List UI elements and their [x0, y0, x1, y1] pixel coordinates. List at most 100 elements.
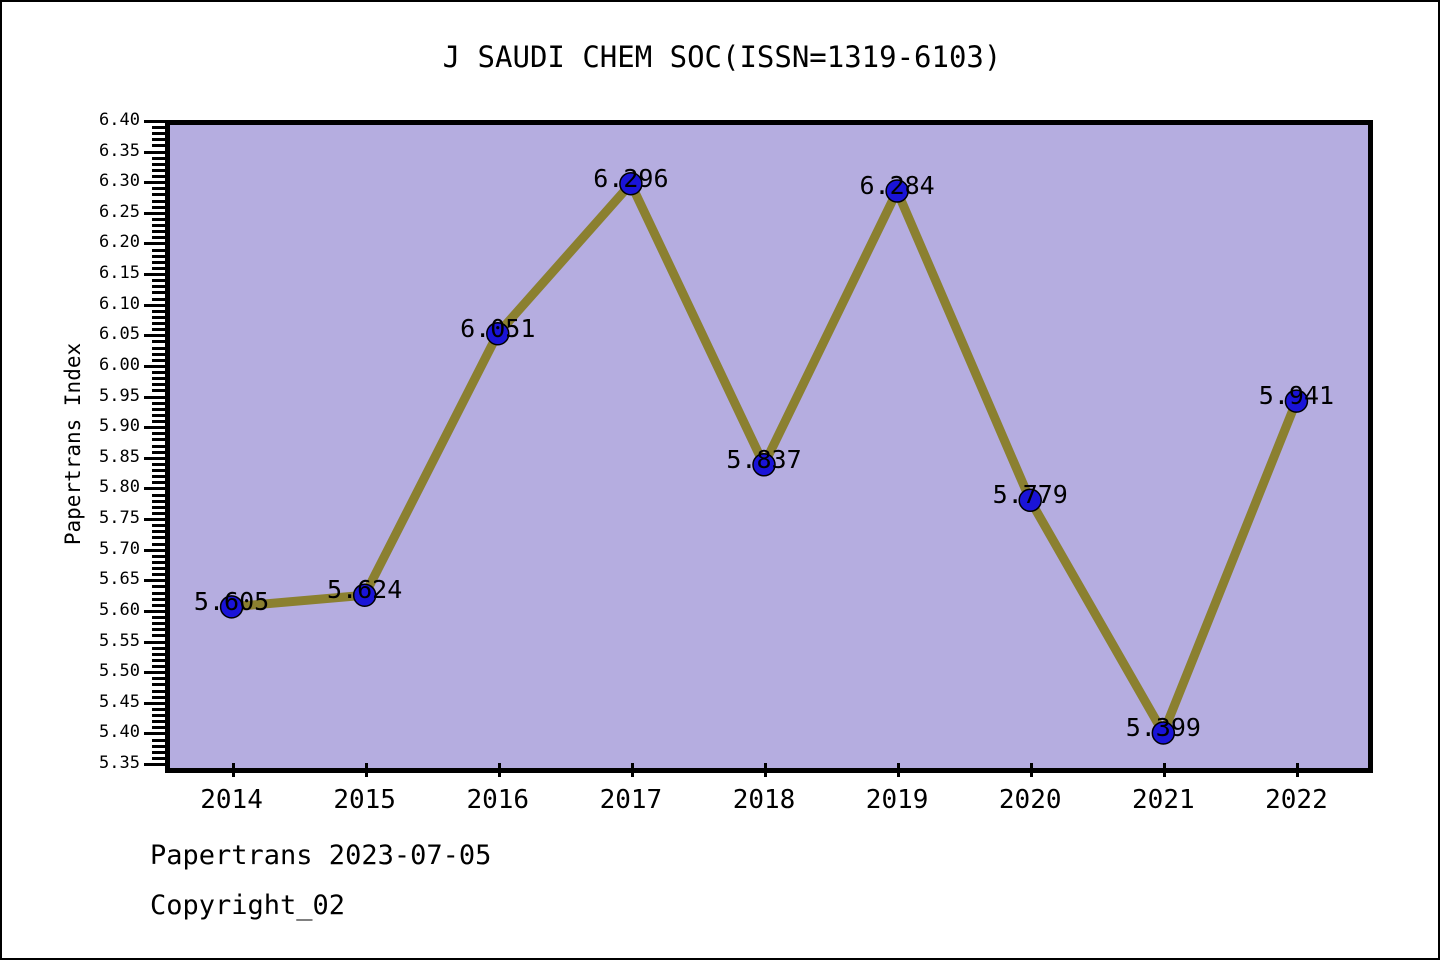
data-point-marker[interactable]: [352, 583, 377, 607]
x-tick-major: [1030, 763, 1034, 777]
y-tick-major: [144, 364, 165, 368]
y-tick-minor: [152, 481, 165, 485]
y-tick-major: [144, 273, 165, 277]
x-tick-label: 2019: [865, 785, 929, 815]
y-tick-major: [144, 395, 165, 399]
y-tick-minor: [152, 168, 165, 172]
y-tick-label: 5.90: [99, 416, 140, 437]
data-point-marker[interactable]: [1284, 389, 1309, 413]
y-tick-major: [144, 487, 165, 491]
data-point-marker[interactable]: [752, 453, 776, 477]
y-tick-minor: [152, 132, 165, 136]
y-tick-label: 5.80: [99, 477, 140, 498]
y-axis-title: Papertrans Index: [61, 342, 85, 546]
y-tick-minor: [152, 322, 165, 326]
y-tick-major: [144, 334, 165, 338]
y-tick-label: 5.40: [99, 722, 140, 743]
x-tick-label: 2020: [998, 785, 1062, 815]
footer-copyright: Copyright_02: [150, 890, 346, 921]
x-tick-major: [897, 763, 901, 777]
y-tick-major: [144, 518, 165, 522]
x-tick-major: [1296, 763, 1300, 777]
y-tick-minor: [152, 450, 165, 454]
y-tick-minor: [152, 346, 165, 350]
y-tick-minor: [152, 524, 165, 528]
y-tick-minor: [152, 750, 165, 754]
y-tick-label: 6.15: [99, 263, 140, 284]
y-tick-minor: [152, 297, 165, 301]
y-tick-minor: [152, 634, 165, 638]
y-tick-minor: [152, 462, 165, 466]
y-tick-minor: [152, 475, 165, 479]
y-tick-minor: [152, 695, 165, 699]
y-tick-major: [144, 609, 165, 613]
y-tick-minor: [152, 567, 165, 571]
y-tick-minor: [152, 603, 165, 607]
y-tick-minor: [152, 622, 165, 626]
y-tick-minor: [152, 591, 165, 595]
y-tick-label: 5.85: [99, 446, 140, 467]
y-tick-label: 5.60: [99, 599, 140, 620]
data-point-marker[interactable]: [1018, 488, 1042, 513]
y-tick-major: [144, 303, 165, 307]
y-tick-major: [144, 150, 165, 154]
data-point-marker[interactable]: [486, 321, 510, 346]
y-tick-minor: [152, 340, 165, 344]
y-tick-major: [144, 671, 165, 675]
y-tick-minor: [152, 260, 165, 264]
y-tick-label: 5.70: [99, 538, 140, 559]
y-tick-label: 5.65: [99, 569, 140, 590]
data-point-marker[interactable]: [219, 595, 244, 619]
data-point-marker[interactable]: [1151, 721, 1176, 745]
y-tick-major: [144, 579, 165, 583]
y-tick-minor: [152, 224, 165, 228]
y-tick-label: 5.95: [99, 385, 140, 406]
y-tick-major: [144, 120, 165, 123]
y-tick-label: 5.50: [99, 661, 140, 682]
y-tick-major: [144, 548, 165, 552]
y-tick-minor: [152, 597, 165, 601]
x-tick-label: 2017: [599, 785, 663, 815]
y-tick-major: [144, 242, 165, 246]
y-tick-minor: [152, 652, 165, 656]
y-tick-minor: [152, 236, 165, 240]
y-tick-major: [144, 456, 165, 460]
x-tick-major: [630, 763, 634, 777]
y-tick-minor: [152, 689, 165, 693]
y-tick-major: [144, 426, 165, 430]
y-tick-minor: [152, 407, 165, 411]
y-tick-minor: [152, 714, 165, 717]
data-point-marker[interactable]: [885, 179, 909, 203]
y-tick-minor: [152, 560, 165, 564]
y-tick-label: 5.45: [99, 691, 140, 712]
y-tick-minor: [152, 205, 165, 209]
y-tick-minor: [152, 389, 165, 393]
y-tick-minor: [152, 744, 165, 748]
y-tick-major: [144, 763, 165, 766]
y-tick-minor: [152, 536, 165, 540]
x-tick-major: [1163, 763, 1167, 777]
y-tick-label: 6.00: [99, 354, 140, 375]
y-tick-minor: [152, 248, 165, 252]
x-tick-major: [231, 763, 235, 777]
y-tick-minor: [152, 726, 165, 730]
y-tick-minor: [152, 144, 165, 148]
line-series: [219, 171, 1309, 745]
plot-area: 6.40 6.35 6.30 6.25 6.20 6.15 6.10 6.05 6.00 5.95…: [99, 110, 1363, 815]
y-tick-major: [144, 211, 165, 215]
y-tick-label: 6.20: [99, 232, 140, 253]
y-tick-minor: [152, 156, 165, 160]
y-tick-minor: [152, 542, 165, 546]
y-tick-label: 5.35: [99, 753, 140, 773]
y-tick-minor: [152, 573, 165, 577]
y-tick-minor: [152, 469, 165, 473]
data-point-marker[interactable]: [619, 171, 643, 196]
y-tick-minor: [152, 285, 165, 289]
y-tick-minor: [152, 756, 165, 760]
y-tick-minor: [152, 438, 165, 442]
y-tick-minor: [152, 187, 165, 191]
y-tick-minor: [152, 254, 165, 258]
y-tick-minor: [152, 677, 165, 681]
y-tick-label: 6.40: [99, 110, 140, 130]
y-tick-label: 5.75: [99, 508, 140, 529]
